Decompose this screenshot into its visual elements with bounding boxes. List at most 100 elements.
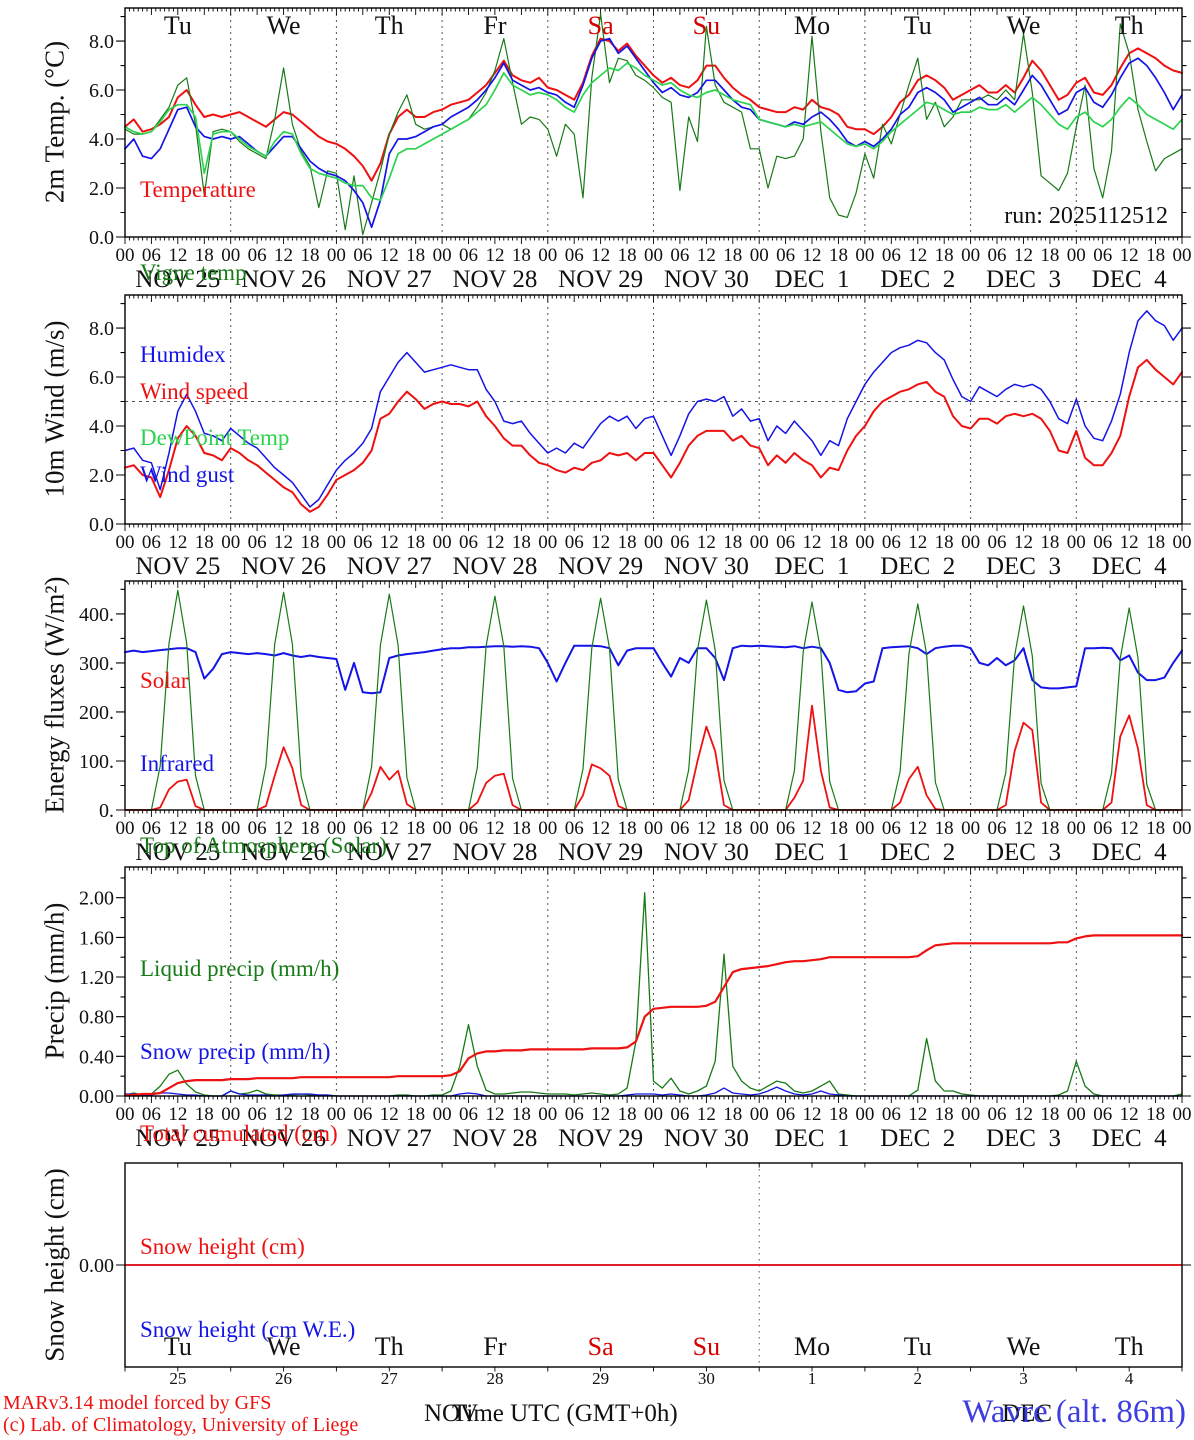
svg-text:29: 29 bbox=[592, 1369, 609, 1388]
svg-text:12: 12 bbox=[1120, 818, 1139, 839]
y-axis-label-precip: Precip (mm/h) bbox=[39, 902, 70, 1060]
svg-text:18: 18 bbox=[195, 818, 214, 839]
svg-text:18: 18 bbox=[406, 1104, 425, 1125]
wind-legend: Wind speed Wind gust bbox=[140, 323, 248, 543]
svg-text:00: 00 bbox=[644, 532, 663, 553]
svg-text:12: 12 bbox=[485, 532, 504, 553]
svg-text:Tu: Tu bbox=[904, 11, 932, 40]
svg-text:DEC 1: DEC 1 bbox=[775, 839, 850, 866]
svg-text:18: 18 bbox=[1146, 818, 1165, 839]
svg-text:25: 25 bbox=[169, 1369, 186, 1388]
svg-text:00: 00 bbox=[221, 245, 240, 266]
svg-text:Tu: Tu bbox=[164, 11, 192, 40]
svg-text:8.0: 8.0 bbox=[89, 318, 114, 340]
svg-text:00: 00 bbox=[327, 532, 346, 553]
svg-text:NOV 25: NOV 25 bbox=[135, 1125, 220, 1152]
svg-text:00: 00 bbox=[1067, 532, 1086, 553]
lab-credit: (c) Lab. of Climatology, University of L… bbox=[3, 1414, 359, 1436]
svg-text:00: 00 bbox=[961, 1104, 980, 1125]
svg-text:06: 06 bbox=[776, 532, 795, 553]
svg-text:00: 00 bbox=[961, 818, 980, 839]
svg-text:12: 12 bbox=[908, 818, 927, 839]
svg-text:DEC 3: DEC 3 bbox=[986, 1125, 1061, 1152]
svg-text:0.00: 0.00 bbox=[79, 1086, 114, 1108]
svg-text:06: 06 bbox=[882, 245, 901, 266]
svg-text:NOV 25: NOV 25 bbox=[135, 266, 220, 293]
legend-vigne-temp: Vigne temp bbox=[140, 259, 247, 285]
y-axis-label-energy: Energy fluxes (W/m²) bbox=[39, 576, 70, 814]
svg-text:06: 06 bbox=[248, 245, 267, 266]
svg-text:12: 12 bbox=[274, 532, 293, 553]
svg-text:NOV 29: NOV 29 bbox=[558, 553, 643, 580]
svg-text:200.: 200. bbox=[79, 702, 114, 724]
svg-text:18: 18 bbox=[935, 245, 954, 266]
svg-text:0.0: 0.0 bbox=[89, 227, 114, 249]
svg-text:00: 00 bbox=[1067, 818, 1086, 839]
svg-text:NOV 29: NOV 29 bbox=[558, 266, 643, 293]
legend-solar: Solar bbox=[140, 668, 189, 693]
svg-text:4.0: 4.0 bbox=[89, 129, 114, 151]
svg-text:0.0: 0.0 bbox=[89, 514, 114, 536]
svg-text:18: 18 bbox=[618, 818, 637, 839]
svg-text:6.0: 6.0 bbox=[89, 80, 114, 102]
svg-text:NOV 28: NOV 28 bbox=[452, 553, 537, 580]
svg-text:12: 12 bbox=[1014, 818, 1033, 839]
svg-text:12: 12 bbox=[908, 1104, 927, 1125]
svg-text:12: 12 bbox=[485, 245, 504, 266]
svg-text:NOV 30: NOV 30 bbox=[664, 266, 749, 293]
svg-text:06: 06 bbox=[988, 532, 1007, 553]
svg-text:18: 18 bbox=[1146, 1104, 1165, 1125]
svg-text:100.: 100. bbox=[79, 751, 114, 773]
svg-text:06: 06 bbox=[565, 1104, 584, 1125]
svg-text:18: 18 bbox=[195, 1104, 214, 1125]
svg-text:2: 2 bbox=[914, 1369, 923, 1388]
svg-text:12: 12 bbox=[803, 245, 822, 266]
svg-text:06: 06 bbox=[1093, 818, 1112, 839]
svg-text:12: 12 bbox=[274, 245, 293, 266]
svg-text:00: 00 bbox=[116, 818, 135, 839]
svg-text:12: 12 bbox=[697, 818, 716, 839]
y-axis-label-wind: 10m Wind (m/s) bbox=[39, 320, 70, 498]
svg-text:06: 06 bbox=[1093, 245, 1112, 266]
svg-text:12: 12 bbox=[380, 1104, 399, 1125]
svg-text:26: 26 bbox=[275, 1369, 292, 1388]
svg-text:18: 18 bbox=[300, 532, 319, 553]
svg-text:3: 3 bbox=[1019, 1369, 1028, 1388]
svg-text:06: 06 bbox=[988, 245, 1007, 266]
svg-text:18: 18 bbox=[406, 818, 425, 839]
svg-text:12: 12 bbox=[380, 818, 399, 839]
svg-text:NOV 25: NOV 25 bbox=[135, 839, 220, 866]
svg-text:06: 06 bbox=[459, 1104, 478, 1125]
svg-text:18: 18 bbox=[300, 818, 319, 839]
svg-text:06: 06 bbox=[248, 532, 267, 553]
svg-text:12: 12 bbox=[274, 818, 293, 839]
svg-text:27: 27 bbox=[381, 1369, 399, 1388]
svg-text:06: 06 bbox=[670, 818, 689, 839]
svg-text:06: 06 bbox=[882, 532, 901, 553]
svg-text:4: 4 bbox=[1125, 1369, 1134, 1388]
legend-snow-height-we: Snow height (cm W.E.) bbox=[140, 1316, 356, 1342]
svg-text:0.80: 0.80 bbox=[79, 1007, 114, 1029]
svg-text:00: 00 bbox=[538, 245, 557, 266]
svg-text:12: 12 bbox=[1014, 1104, 1033, 1125]
svg-text:Fr: Fr bbox=[483, 11, 506, 40]
svg-text:12: 12 bbox=[591, 532, 610, 553]
svg-text:NOV 29: NOV 29 bbox=[558, 839, 643, 866]
svg-text:06: 06 bbox=[670, 1104, 689, 1125]
legend-infrared: Infrared bbox=[140, 750, 215, 776]
svg-text:06: 06 bbox=[776, 1104, 795, 1125]
svg-text:12: 12 bbox=[485, 818, 504, 839]
svg-text:NOV 27: NOV 27 bbox=[347, 553, 432, 580]
svg-text:06: 06 bbox=[248, 1104, 267, 1125]
svg-text:DEC 4: DEC 4 bbox=[1092, 553, 1168, 580]
svg-text:12: 12 bbox=[697, 532, 716, 553]
svg-text:00: 00 bbox=[961, 532, 980, 553]
svg-text:18: 18 bbox=[195, 532, 214, 553]
svg-text:We: We bbox=[267, 11, 301, 40]
svg-text:06: 06 bbox=[988, 818, 1007, 839]
svg-text:06: 06 bbox=[353, 818, 372, 839]
svg-text:06: 06 bbox=[353, 532, 372, 553]
svg-text:06: 06 bbox=[565, 532, 584, 553]
svg-text:Mo: Mo bbox=[794, 1332, 830, 1361]
snow-legend: Snow height (cm) Snow height (cm W.E.) bbox=[140, 1178, 355, 1398]
